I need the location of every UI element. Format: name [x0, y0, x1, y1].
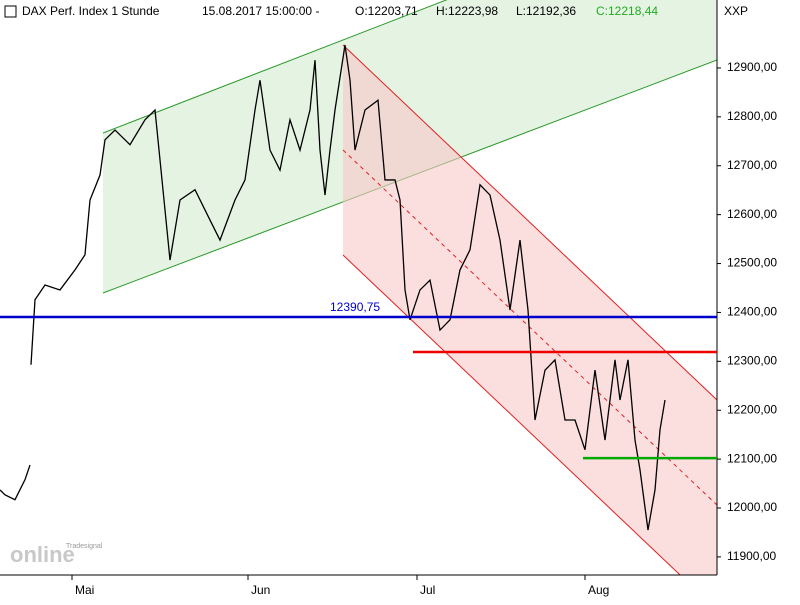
y-tick-label: 12800,00 — [727, 109, 777, 123]
y-tick-label: 12900,00 — [727, 60, 777, 74]
header-close: C:12218,44 — [596, 4, 658, 18]
y-tick-label: 12400,00 — [727, 305, 777, 319]
exchange: XXP — [724, 4, 748, 18]
chart-icon[interactable] — [4, 5, 17, 18]
x-tick-label: Jul — [420, 583, 435, 597]
channel-midline — [342, 149, 717, 506]
drawings — [102, 0, 717, 575]
x-tick-label: Aug — [588, 583, 609, 597]
y-tick-label: 12600,00 — [727, 207, 777, 221]
x-tick-label: Jun — [251, 583, 270, 597]
price-line — [0, 44, 666, 531]
red-channel — [343, 45, 717, 575]
y-tick-label: 12500,00 — [727, 256, 777, 270]
logo-brand: Tradesignal — [66, 543, 103, 550]
y-tick-label: 11900,00 — [727, 549, 776, 563]
channel-line — [342, 254, 681, 575]
header-symbol: DAX Perf. Index 1 Stunde — [22, 4, 160, 18]
header-timestamp: 15.08.2017 15:00:00 - — [202, 4, 319, 18]
y-tick-label: 12200,00 — [727, 402, 777, 416]
y-tick-label: 12000,00 — [727, 500, 777, 514]
horizontal-line-label: 12390,75 — [330, 300, 380, 314]
x-tick-label: Mai — [75, 583, 94, 597]
logo-product: online — [10, 542, 75, 567]
y-tick-label: 12300,00 — [727, 354, 777, 368]
channel-line — [102, 0, 448, 134]
y-tick-label: 12100,00 — [727, 451, 777, 465]
header-high: H:12223,98 — [436, 4, 498, 18]
channel-line — [342, 44, 717, 401]
header-low: L:12192,36 — [516, 4, 576, 18]
y-tick-label: 12700,00 — [727, 158, 777, 172]
header-open: O:12203,71 — [355, 4, 418, 18]
